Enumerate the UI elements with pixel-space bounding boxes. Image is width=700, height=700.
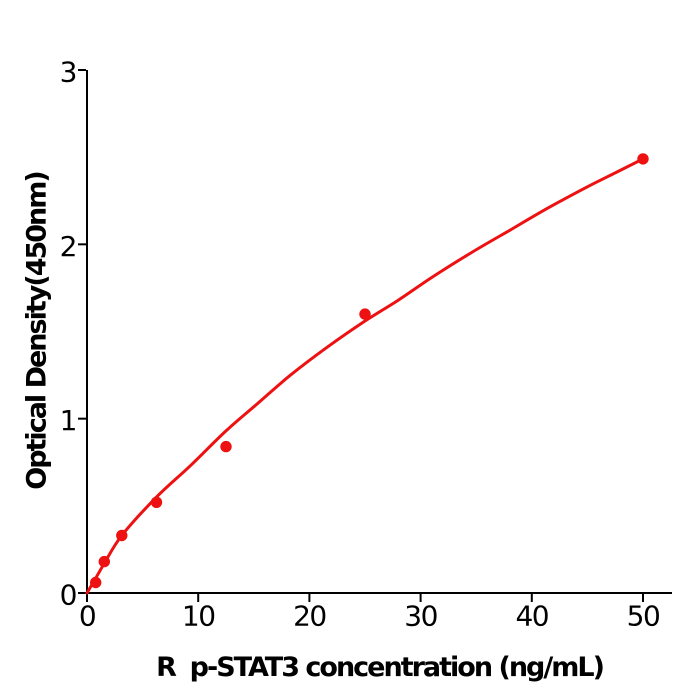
y-tick-label: 0 (60, 579, 76, 612)
x-tick-label: 50 (627, 600, 660, 633)
y-tick-label: 2 (60, 230, 76, 263)
data-point-marker (90, 576, 102, 589)
x-tick-label: 20 (293, 600, 326, 633)
x-tick-label: 40 (515, 600, 548, 633)
x-tick-label: 10 (182, 600, 215, 633)
y-tick-label: 1 (60, 404, 76, 437)
x-axis-label: R p-STAT3 concentration (ng/mL) (156, 652, 605, 683)
data-points-layer (90, 153, 649, 589)
data-point-marker (150, 496, 163, 508)
fit-curve-line (85, 157, 645, 595)
data-point-marker (98, 555, 111, 568)
y-axis-label: Optical Density(450nm) (21, 172, 53, 490)
x-tick-label: 0 (79, 600, 95, 633)
fit-curve-layer (85, 157, 645, 595)
y-tick-label: 3 (60, 56, 76, 89)
data-point-marker (637, 153, 649, 165)
axes-layer (86, 70, 672, 594)
data-point-marker (220, 440, 232, 453)
data-point-marker (359, 308, 371, 320)
x-tick-label: 30 (404, 600, 437, 633)
ticks-layer: 0 10 20 30 40 50 0 1 2 3 (60, 56, 661, 633)
data-point-marker (116, 529, 128, 542)
